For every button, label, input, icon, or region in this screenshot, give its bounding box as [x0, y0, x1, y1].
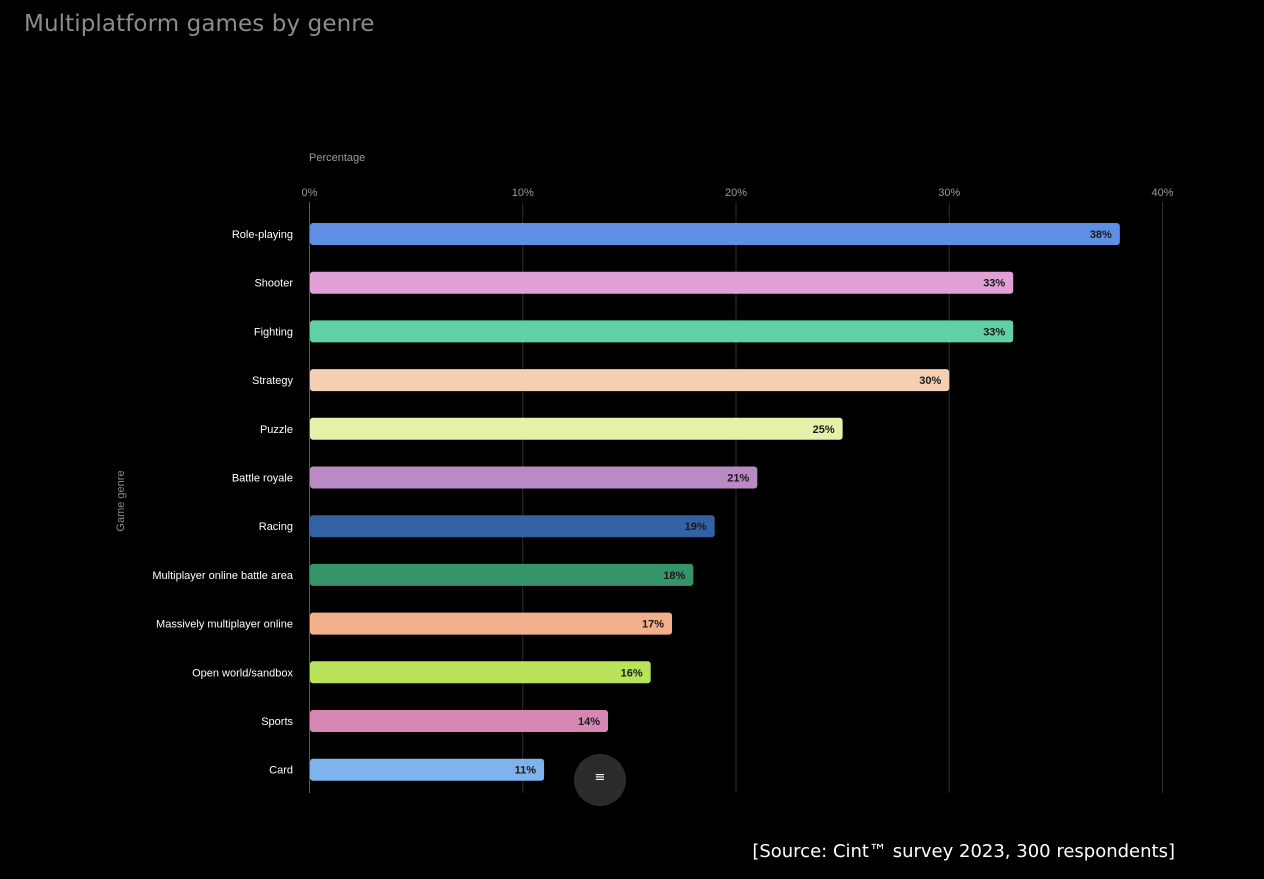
x-tick-label: 10% [512, 187, 534, 199]
bar-value-label: 25% [813, 424, 835, 436]
bar-value-label: 30% [919, 375, 941, 387]
bar-value-label: 21% [727, 473, 749, 485]
x-tick-label: 40% [1151, 187, 1173, 199]
category-label: Battle royale [232, 473, 293, 485]
bar[interactable] [310, 271, 1014, 294]
bar-value-label: 17% [642, 619, 664, 631]
category-label: Card [269, 765, 293, 777]
category-label: Puzzle [260, 424, 293, 436]
bar[interactable] [310, 466, 758, 489]
bar[interactable] [310, 515, 715, 538]
bar[interactable] [310, 369, 950, 392]
bar-value-label: 16% [621, 667, 643, 679]
category-label: Sports [261, 716, 293, 728]
category-label: Role-playing [232, 229, 293, 241]
bar-value-label: 33% [983, 278, 1005, 290]
bar[interactable] [310, 661, 651, 684]
x-tick-label: 0% [302, 187, 318, 199]
bar-value-label: 33% [983, 326, 1005, 338]
bar[interactable] [310, 710, 609, 732]
bar-value-label: 38% [1090, 229, 1112, 241]
chart-menu-button[interactable]: ≡ [574, 754, 626, 806]
bar[interactable] [310, 320, 1014, 343]
x-tick-label: 30% [938, 187, 960, 199]
bar[interactable] [310, 758, 545, 781]
category-label: Strategy [252, 375, 293, 387]
bar[interactable] [310, 612, 673, 635]
bar-value-label: 11% [515, 765, 537, 777]
category-label: Multiplayer online battle area [152, 570, 294, 582]
category-label: Fighting [254, 326, 293, 338]
source-note: [Source: Cint™ survey 2023, 300 responde… [752, 841, 1175, 862]
bar-value-label: 14% [578, 716, 600, 728]
bar-value-label: 19% [685, 521, 707, 533]
bar[interactable] [310, 563, 694, 586]
hamburger-menu-icon: ≡ [594, 769, 606, 785]
category-label: Shooter [254, 278, 293, 290]
category-label: Open world/sandbox [192, 667, 293, 679]
category-label: Racing [259, 521, 293, 533]
y-axis-title: Game genre [115, 470, 127, 531]
category-label: Massively multiplayer online [156, 619, 293, 631]
bar[interactable] [310, 417, 843, 440]
grid-lines [309, 202, 1163, 793]
bar-value-label: 18% [663, 570, 685, 582]
bar[interactable] [310, 223, 1120, 245]
x-axis-ticks: 0% 10% 20% 30% 40% [302, 187, 1174, 199]
page-title: Multiplatform games by genre [24, 11, 375, 37]
x-axis-title: Percentage [309, 152, 365, 164]
bars: 38% 33% 33% 30% 25% 21% 19% 18% 17% 16% 14% 11% [310, 223, 1120, 781]
category-labels: Role-playing Shooter Fighting Strategy Puzzl… [152, 229, 294, 777]
x-tick-label: 20% [725, 187, 747, 199]
